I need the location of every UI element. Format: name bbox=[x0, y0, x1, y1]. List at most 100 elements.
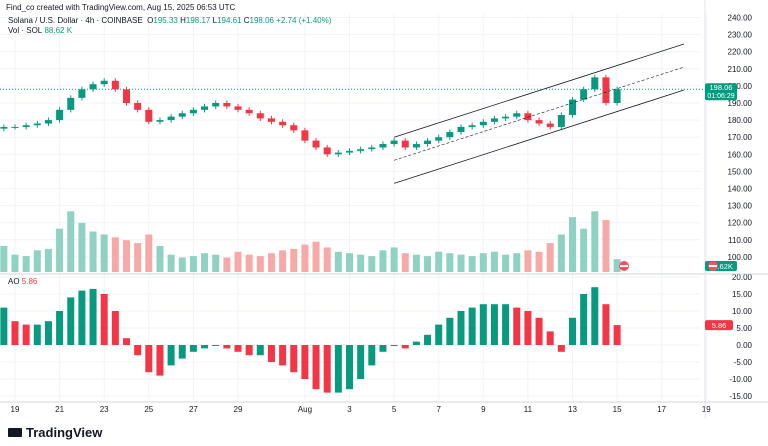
volume-bar bbox=[401, 253, 409, 272]
volume-bar bbox=[334, 251, 342, 272]
candle bbox=[267, 118, 275, 122]
logo-text: TradingView bbox=[26, 425, 103, 440]
price-axis-label: 140.00 bbox=[728, 185, 753, 194]
candle bbox=[468, 125, 476, 127]
volume-bar bbox=[357, 254, 365, 272]
volume-bar bbox=[602, 220, 610, 272]
us-flag-event-icon bbox=[709, 265, 717, 267]
volume-bar bbox=[591, 211, 599, 272]
ao-bar bbox=[111, 311, 119, 345]
volume-bar bbox=[435, 251, 443, 272]
time-axis-label: 9 bbox=[481, 405, 486, 414]
ao-bar bbox=[323, 345, 331, 393]
volume-bar bbox=[11, 254, 19, 272]
volume-bar bbox=[201, 253, 209, 272]
ao-bar bbox=[613, 325, 621, 345]
ao-axis-label: -15.00 bbox=[729, 392, 752, 401]
candle bbox=[368, 147, 376, 150]
ao-bar bbox=[301, 345, 309, 379]
candle bbox=[0, 126, 8, 129]
ao-bar bbox=[145, 345, 153, 373]
volume-bar bbox=[368, 256, 376, 272]
candle bbox=[189, 109, 197, 114]
candle bbox=[390, 140, 398, 145]
time-axis-label: 5 bbox=[392, 405, 397, 414]
candle bbox=[602, 77, 610, 103]
candle bbox=[123, 89, 130, 103]
volume-bar bbox=[44, 248, 52, 272]
credit-text: Find_co created with TradingView.com, Au… bbox=[6, 3, 236, 12]
ao-bar bbox=[234, 345, 242, 352]
volume-bar bbox=[123, 240, 130, 272]
ohlc-legend: Solana / U.S. Dollar · 4h · COINBASE O19… bbox=[8, 16, 331, 25]
candle bbox=[290, 125, 298, 131]
volume-bar bbox=[234, 251, 242, 272]
time-axis-label: 19 bbox=[11, 405, 20, 414]
channel-upper-line bbox=[393, 43, 685, 138]
ao-bar bbox=[189, 345, 197, 352]
ao-bar bbox=[479, 304, 487, 345]
ao-bar bbox=[0, 307, 8, 345]
candle bbox=[490, 118, 498, 122]
volume-bar bbox=[569, 217, 576, 272]
volume-bar bbox=[301, 244, 309, 272]
candle bbox=[89, 84, 97, 90]
ao-bar bbox=[390, 345, 398, 346]
ao-bar bbox=[201, 345, 209, 349]
candle bbox=[245, 109, 253, 114]
time-axis-label: 11 bbox=[524, 405, 533, 414]
low-label: L bbox=[212, 16, 218, 25]
symbol-title[interactable]: Solana / U.S. Dollar · 4h · COINBASE bbox=[8, 16, 143, 25]
price-tag-value: 198.06 bbox=[710, 83, 733, 92]
volume-bar bbox=[256, 256, 264, 272]
candle bbox=[401, 140, 409, 148]
volume-bar bbox=[111, 237, 119, 272]
candle bbox=[22, 125, 30, 127]
ao-label[interactable]: AO bbox=[8, 277, 20, 286]
candle bbox=[145, 109, 153, 122]
volume-bar bbox=[145, 234, 153, 272]
candle bbox=[212, 103, 220, 107]
ao-bar bbox=[67, 297, 75, 345]
ao-value: 5.86 bbox=[21, 277, 38, 286]
volume-bar bbox=[0, 246, 8, 272]
ao-bar bbox=[56, 311, 64, 345]
high-label: H bbox=[180, 16, 186, 25]
price-axis-label: 190.00 bbox=[728, 99, 753, 108]
candle bbox=[435, 137, 443, 141]
volume-bar bbox=[267, 253, 275, 272]
volume-bar bbox=[557, 234, 565, 272]
volume-bar bbox=[323, 247, 331, 272]
candle bbox=[256, 113, 264, 119]
volume-bar bbox=[513, 253, 521, 272]
candle bbox=[323, 147, 331, 155]
price-axis-label: 130.00 bbox=[728, 202, 753, 211]
ao-bar bbox=[100, 294, 108, 345]
volume-legend: Vol · SOL 88.62 K bbox=[8, 26, 72, 35]
time-axis-label: 29 bbox=[234, 405, 243, 414]
volume-bar bbox=[613, 259, 621, 272]
candle bbox=[178, 113, 186, 117]
candle bbox=[312, 140, 320, 148]
channel-middle-line bbox=[394, 66, 685, 161]
price-axis-label: 170.00 bbox=[728, 133, 753, 142]
volume-bar bbox=[424, 256, 432, 272]
ao-axis-label: 20.00 bbox=[732, 273, 753, 282]
price-axis-label: 110.00 bbox=[728, 236, 752, 245]
candle bbox=[580, 89, 588, 100]
open-value: 195.33 bbox=[153, 16, 178, 25]
candle bbox=[56, 109, 64, 121]
volume-bar bbox=[412, 254, 420, 272]
ao-bar bbox=[435, 324, 443, 345]
ao-bar bbox=[212, 345, 220, 346]
volume-label[interactable]: Vol · SOL bbox=[8, 26, 43, 35]
candle bbox=[502, 116, 510, 119]
tradingview-logo[interactable]: TradingView bbox=[8, 425, 102, 440]
ao-axis-label: 15.00 bbox=[732, 290, 753, 299]
ao-bar bbox=[490, 304, 498, 345]
ao-axis-label: -5.00 bbox=[734, 358, 753, 367]
ao-bar bbox=[591, 287, 599, 345]
candle bbox=[412, 144, 420, 148]
candle bbox=[379, 144, 387, 148]
